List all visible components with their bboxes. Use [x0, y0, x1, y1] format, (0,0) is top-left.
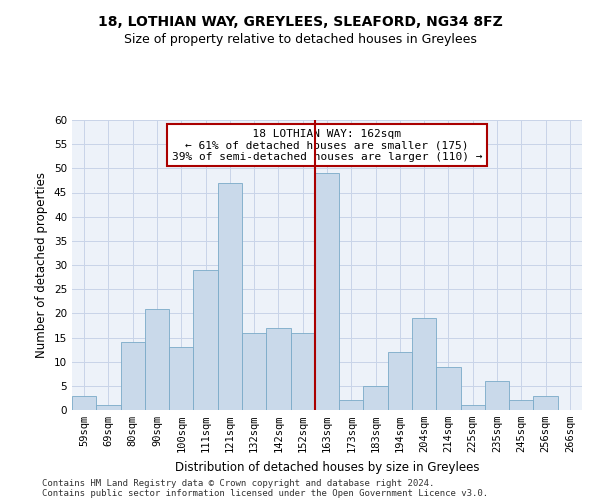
- Bar: [169, 347, 193, 410]
- Text: Contains public sector information licensed under the Open Government Licence v3: Contains public sector information licen…: [42, 488, 488, 498]
- Bar: [121, 342, 145, 410]
- Bar: [290, 332, 315, 410]
- Bar: [193, 270, 218, 410]
- Bar: [266, 328, 290, 410]
- Y-axis label: Number of detached properties: Number of detached properties: [35, 172, 49, 358]
- Text: Size of property relative to detached houses in Greylees: Size of property relative to detached ho…: [124, 32, 476, 46]
- Bar: [242, 332, 266, 410]
- Bar: [72, 396, 96, 410]
- Bar: [218, 183, 242, 410]
- Bar: [96, 405, 121, 410]
- Bar: [339, 400, 364, 410]
- Text: 18 LOTHIAN WAY: 162sqm  
← 61% of detached houses are smaller (175)
39% of semi-: 18 LOTHIAN WAY: 162sqm ← 61% of detached…: [172, 128, 482, 162]
- Bar: [533, 396, 558, 410]
- Bar: [436, 366, 461, 410]
- Bar: [315, 173, 339, 410]
- Bar: [388, 352, 412, 410]
- X-axis label: Distribution of detached houses by size in Greylees: Distribution of detached houses by size …: [175, 460, 479, 473]
- Text: Contains HM Land Registry data © Crown copyright and database right 2024.: Contains HM Land Registry data © Crown c…: [42, 478, 434, 488]
- Text: 18, LOTHIAN WAY, GREYLEES, SLEAFORD, NG34 8FZ: 18, LOTHIAN WAY, GREYLEES, SLEAFORD, NG3…: [98, 15, 502, 29]
- Bar: [145, 308, 169, 410]
- Bar: [364, 386, 388, 410]
- Bar: [485, 381, 509, 410]
- Bar: [509, 400, 533, 410]
- Bar: [461, 405, 485, 410]
- Bar: [412, 318, 436, 410]
